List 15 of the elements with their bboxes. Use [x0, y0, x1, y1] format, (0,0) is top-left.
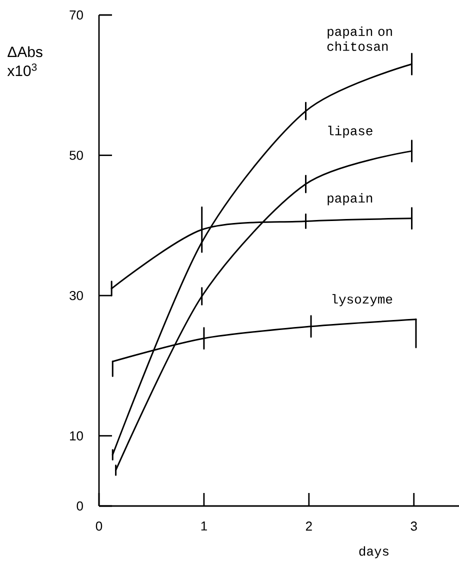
series-label: papain: [328, 193, 372, 206]
series-label: lysozyme: [332, 294, 392, 306]
x-tick-label: 0: [96, 522, 102, 531]
y-tick-label: 0: [76, 501, 83, 511]
y-tick-label: 70: [70, 10, 83, 20]
x-axis-title: days: [359, 546, 388, 558]
x-tick-label: 3: [410, 522, 417, 531]
x-tick-label: 2: [306, 522, 312, 531]
y-tick-label: 50: [70, 150, 83, 160]
y-tick-label: 30: [70, 290, 83, 300]
series-label: papain on chitosan: [327, 26, 392, 51]
y-tick-label: 10: [70, 431, 83, 440]
y-axis-title: ΔAbs x10$^{3}$: [7, 46, 42, 76]
x-tick-label: 1: [201, 522, 207, 530]
series-label: lipase: [328, 126, 372, 138]
